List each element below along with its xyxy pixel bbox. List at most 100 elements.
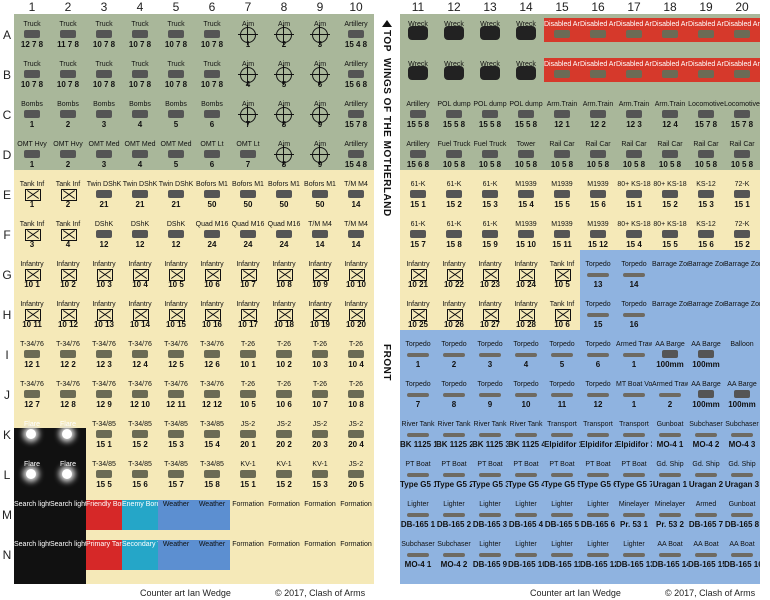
- counter-value: 10 8: [276, 280, 292, 289]
- counter: Infantry 10 7: [230, 260, 266, 290]
- counter: Truck 10 7 8: [86, 60, 122, 90]
- counter-value: 10 11: [22, 320, 42, 329]
- infantry-symbol-icon: [277, 269, 293, 281]
- counter: Quad M16 24: [230, 220, 266, 250]
- counter-value: DB-165 5: [544, 520, 580, 529]
- counter: OMT Hvy 1: [14, 140, 50, 170]
- counter-value: 15 8: [204, 480, 220, 489]
- row-letter: M: [2, 508, 12, 522]
- counter-label: KS-12: [696, 221, 716, 228]
- counter-label: Infantry: [406, 261, 430, 268]
- counter: Lighter DB-165 13: [616, 540, 652, 570]
- counter-value: 10 1: [24, 280, 40, 289]
- counter: KS-12 15 3: [688, 180, 724, 210]
- counter: Wreck: [508, 20, 544, 50]
- counter: Infantry 10 19: [302, 300, 338, 330]
- counter-value: MO-4 2: [440, 560, 468, 569]
- infantry-symbol-icon: [133, 269, 149, 281]
- tank-silhouette-icon: [204, 430, 220, 438]
- counter-value: MO-4 1: [404, 560, 432, 569]
- infantry-symbol-icon: [25, 309, 41, 321]
- vehicle-silhouette-icon: [96, 230, 112, 238]
- counter-label: Lighter: [515, 501, 537, 508]
- row-letter: J: [4, 388, 10, 402]
- infantry-symbol-icon: [61, 189, 77, 201]
- counter: MT Boat Vosper 1: [616, 380, 652, 410]
- counter-value: 15 4: [626, 240, 642, 249]
- tank-silhouette-icon: [590, 30, 606, 38]
- counter: Arm.Train 12 2: [580, 100, 616, 130]
- tank-silhouette-icon: [204, 470, 220, 478]
- infantry-symbol-icon: [97, 309, 113, 321]
- column-number: 7: [244, 0, 252, 14]
- counter-value: 5: [559, 360, 565, 369]
- row-letter: N: [2, 548, 12, 562]
- counter-value: 15 5 8: [406, 120, 430, 129]
- counter: PT Boat Type G5 7: [616, 460, 652, 490]
- boat-silhouette-icon: [515, 553, 537, 557]
- counter-label: Disabled Armor: [652, 21, 688, 28]
- counter-label: Aim: [241, 21, 255, 28]
- tank-silhouette-icon: [240, 430, 256, 438]
- infantry-symbol-icon: [519, 309, 535, 321]
- counter: T-34/76 12 3: [86, 340, 122, 370]
- counter: Truck 11 7 8: [50, 20, 86, 50]
- column-numbers-right: 11 12 13 14 15 16 17 18 19 20: [400, 0, 760, 14]
- counter: Tower 10 5 8: [508, 140, 544, 170]
- counter: Rail Car 10 5 8: [652, 140, 688, 170]
- vehicle-silhouette-icon: [204, 110, 220, 118]
- counter: Search light: [14, 540, 50, 570]
- counter-value: 15 2: [662, 200, 678, 209]
- counter: Tank Inf 1: [14, 180, 50, 210]
- counter-label: Locomotive: [688, 101, 724, 108]
- counter: T-26 10 1: [230, 340, 266, 370]
- counter-label: PT Boat: [621, 461, 647, 468]
- counter-label: River Tank: [401, 421, 435, 428]
- counter-value: DB-165 11: [544, 560, 580, 569]
- counter-value: 20 1: [240, 440, 256, 449]
- counter-value: Type G5 7: [616, 480, 652, 489]
- vehicle-silhouette-icon: [410, 190, 426, 198]
- tank-silhouette-icon: [168, 430, 184, 438]
- counter-label: T-34/76: [200, 341, 224, 348]
- counter-label: Tank Inf: [55, 221, 81, 228]
- counter-value: 4: [137, 160, 143, 169]
- vehicle-silhouette-icon: [60, 30, 76, 38]
- counter: Lighter DB-165 5: [544, 500, 580, 530]
- vehicle-silhouette-icon: [24, 150, 40, 158]
- counter-value: 10 5 8: [586, 160, 610, 169]
- counter-value: DB-165 8: [724, 520, 760, 529]
- counter: Formation: [302, 540, 338, 570]
- boat-silhouette-icon: [551, 473, 573, 477]
- counter-value: 15 2: [446, 200, 462, 209]
- counter-label: Torpedo: [585, 261, 611, 268]
- counter: Torpedo 10: [508, 380, 544, 410]
- counter: Wreck: [436, 60, 472, 90]
- boat-silhouette-icon: [587, 353, 609, 357]
- left-black-panel: [14, 428, 86, 584]
- counter-value: 1: [29, 120, 35, 129]
- counter: Lighter DB-165 4: [508, 500, 544, 530]
- counter: Barrage Zone: [688, 260, 724, 290]
- counter: Disabled Armor: [724, 20, 760, 50]
- counter-label: T-26: [348, 341, 363, 348]
- counter-label: 72-K: [734, 221, 750, 228]
- counter-value: 10 6: [204, 280, 220, 289]
- counter: Aim 2: [266, 20, 302, 50]
- infantry-symbol-icon: [411, 309, 427, 321]
- counter-label: 61-K: [410, 221, 426, 228]
- counter-label: Formation: [232, 541, 264, 548]
- counter-label: Gunboat: [656, 421, 684, 428]
- counter-label: M1939: [515, 221, 537, 228]
- counter-value: 10 6: [276, 400, 292, 409]
- counter-value: 100mm: [692, 400, 720, 409]
- counter-value: 15 12: [587, 240, 609, 249]
- infantry-symbol-icon: [169, 269, 185, 281]
- vehicle-silhouette-icon: [132, 150, 148, 158]
- counter: Barrage Zone: [724, 300, 760, 330]
- counter: Bombs 2: [50, 100, 86, 130]
- counter: Torpedo 15: [580, 300, 616, 330]
- tank-silhouette-icon: [60, 350, 76, 358]
- counter: AA Boat DB-165 14: [652, 540, 688, 570]
- counter: PT Boat Type G5 4: [508, 460, 544, 490]
